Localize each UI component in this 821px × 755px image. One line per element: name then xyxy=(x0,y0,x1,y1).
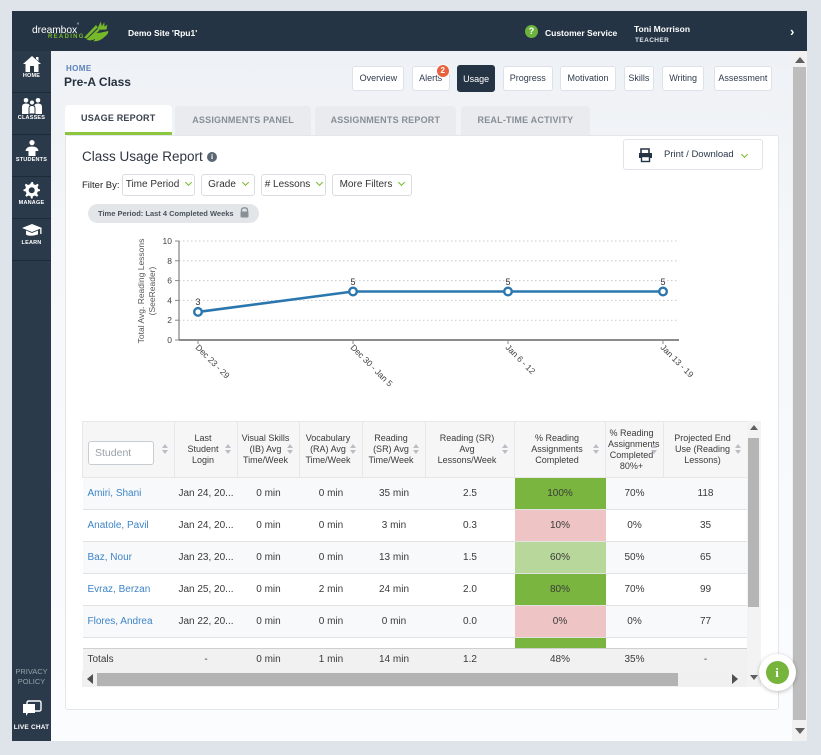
svg-text:10: 10 xyxy=(163,236,173,246)
svg-text:5: 5 xyxy=(505,277,510,287)
svg-text:Total Avg. Reading Lessons: Total Avg. Reading Lessons xyxy=(136,239,146,344)
svg-text:4: 4 xyxy=(167,295,172,305)
svg-text:0: 0 xyxy=(167,335,172,345)
svg-text:6: 6 xyxy=(167,276,172,286)
svg-text:Dec 30 - Jan 5: Dec 30 - Jan 5 xyxy=(349,342,395,388)
svg-text:5: 5 xyxy=(350,277,355,287)
svg-text:2: 2 xyxy=(167,315,172,325)
svg-text:Dec 23 - 29: Dec 23 - 29 xyxy=(194,342,232,380)
svg-text:8: 8 xyxy=(167,256,172,266)
svg-text:Jan 13 - 19: Jan 13 - 19 xyxy=(659,342,696,379)
svg-text:Jan 6 - 12: Jan 6 - 12 xyxy=(504,342,538,376)
svg-text:3: 3 xyxy=(195,297,200,307)
svg-text:5: 5 xyxy=(660,277,665,287)
svg-text:(SeeReader): (SeeReader) xyxy=(147,267,157,316)
